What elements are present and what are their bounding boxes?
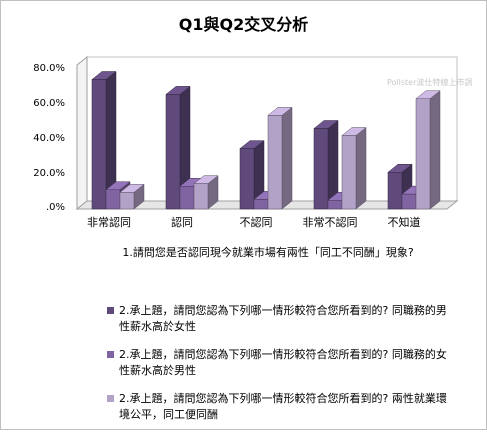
chart-plot bbox=[75, 55, 459, 211]
bar bbox=[179, 186, 195, 210]
bar bbox=[193, 183, 209, 210]
x-tick-label: 不知道 bbox=[387, 216, 421, 229]
legend-swatch bbox=[107, 395, 114, 402]
bar bbox=[91, 79, 107, 210]
x-axis-label: 1.請問您是否認同現今就業市場有兩性「同工不同酬」現象? bbox=[122, 246, 414, 259]
legend-swatch bbox=[107, 351, 114, 358]
legend-label: 2.承上題，請問您認為下列哪一情形較符合您所看到的? 同職務的女性薪水高於男性 bbox=[119, 348, 447, 377]
bar bbox=[119, 192, 135, 210]
bar bbox=[341, 135, 357, 210]
y-tick-label: 60.0% bbox=[33, 98, 65, 109]
bar-side bbox=[429, 90, 441, 210]
legend-label: 2.承上題，請問您認為下列哪一情形較符合您所看到的? 同職務的男性薪水高於女性 bbox=[119, 304, 447, 333]
legend-swatch bbox=[107, 307, 114, 314]
legend: 2.承上題，請問您認為下列哪一情形較符合您所看到的? 同職務的男性薪水高於女性 … bbox=[107, 303, 447, 435]
legend-label: 2.承上題，請問您認為下列哪一情形較符合您所看到的? 兩性就業環境公平，同工便同… bbox=[119, 392, 447, 421]
legend-item: 2.承上題，請問您認為下列哪一情形較符合您所看到的? 同職務的男性薪水高於女性 bbox=[107, 303, 447, 347]
y-tick-label: .0% bbox=[45, 202, 65, 213]
bar bbox=[401, 193, 417, 210]
x-tick-label: 不認同 bbox=[239, 216, 273, 229]
bar bbox=[239, 148, 255, 210]
y-tick-label: 40.0% bbox=[33, 133, 65, 144]
bar bbox=[105, 189, 121, 210]
bar bbox=[327, 200, 343, 210]
bar bbox=[253, 199, 269, 210]
x-tick-label: 非常認同 bbox=[87, 216, 131, 229]
bar bbox=[415, 98, 431, 210]
bar-side bbox=[355, 126, 367, 210]
x-tick-label: 認同 bbox=[171, 216, 193, 229]
y-tick-label: 80.0% bbox=[33, 63, 65, 74]
watermark: Pollster波仕特線上市調 bbox=[387, 78, 473, 87]
chart-title: Q1與Q2交叉分析 bbox=[178, 15, 309, 34]
bar bbox=[267, 115, 283, 210]
bar bbox=[165, 94, 181, 210]
bar bbox=[387, 172, 403, 210]
x-tick-label: 非常不認同 bbox=[302, 216, 358, 229]
bar-side bbox=[281, 106, 293, 210]
y-tick-label: 20.0% bbox=[33, 168, 65, 179]
legend-item: 2.承上題，請問您認為下列哪一情形較符合您所看到的? 兩性就業環境公平，同工便同… bbox=[107, 391, 447, 435]
legend-item: 2.承上題，請問您認為下列哪一情形較符合您所看到的? 同職務的女性薪水高於男性 bbox=[107, 347, 447, 391]
side-wall bbox=[76, 55, 88, 211]
bar bbox=[313, 128, 329, 210]
